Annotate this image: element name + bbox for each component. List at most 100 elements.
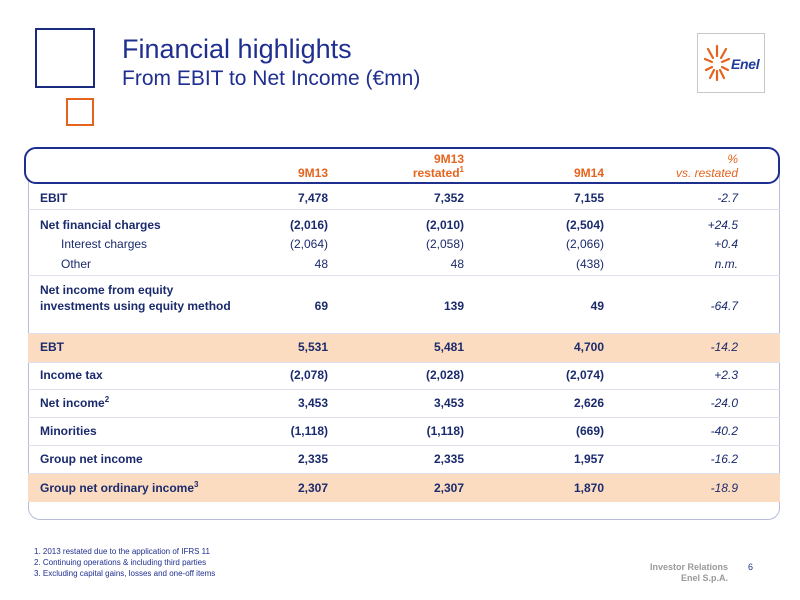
- cell-9m13: (2,064): [289, 237, 328, 251]
- row-label: Net income from equity investments using…: [40, 283, 231, 313]
- footer-company: Enel S.p.A.: [680, 573, 728, 583]
- cell-pct: -16.2: [710, 452, 738, 466]
- cell-9m14: 4,700: [573, 340, 604, 354]
- row-divider: [28, 389, 780, 390]
- cell-pct: -18.9: [710, 481, 738, 495]
- row-divider: [28, 417, 780, 418]
- footnote-ref-3: 3: [194, 480, 199, 489]
- cell-pct: -40.2: [710, 424, 738, 438]
- table-row-income-tax: Income tax (2,078) (2,028) (2,074) +2.3: [0, 367, 800, 383]
- cell-9m13-restated: 2,335: [433, 452, 464, 466]
- column-header-9m13-restated-line2: restated1: [412, 165, 464, 181]
- cell-9m13-restated: 5,481: [433, 340, 464, 354]
- table-row-group-net-ordinary-income: Group net ordinary income3 2,307 2,307 1…: [0, 480, 800, 496]
- row-divider: [28, 445, 780, 446]
- cell-9m13: 7,478: [297, 191, 328, 205]
- logo-text: Enel: [731, 56, 760, 72]
- cell-9m14: 7,155: [573, 191, 604, 205]
- row-label: Net income2: [40, 395, 109, 411]
- cell-pct: -14.2: [710, 340, 738, 354]
- row-divider: [28, 275, 780, 276]
- decorative-blue-square: [35, 28, 95, 88]
- page-number: 6: [748, 562, 754, 572]
- cell-9m13-restated: 139: [443, 299, 464, 313]
- cell-9m14: (669): [575, 424, 604, 438]
- highlight-band-ebt: [28, 333, 780, 362]
- highlight-band-group-net-ordinary: [28, 473, 780, 502]
- page-title: Financial highlights: [122, 34, 352, 64]
- cell-9m13-restated: 7,352: [433, 191, 464, 205]
- decorative-orange-square: [66, 98, 94, 126]
- cell-9m13: (1,118): [290, 424, 328, 438]
- cell-9m14: 1,870: [573, 481, 604, 495]
- cell-pct: -24.0: [710, 396, 738, 410]
- row-divider: [28, 362, 780, 363]
- cell-9m13-restated: (1,118): [426, 424, 464, 438]
- restated-text: restated: [412, 166, 460, 180]
- cell-9m13: (2,078): [289, 368, 328, 382]
- row-label: EBIT: [40, 191, 68, 205]
- cell-9m13: 5,531: [297, 340, 328, 354]
- row-label: Interest charges: [61, 237, 148, 251]
- table-row-minorities: Minorities (1,118) (1,118) (669) -40.2: [0, 423, 800, 439]
- footer-department: Investor Relations: [649, 562, 728, 572]
- row-label: Net financial charges: [40, 218, 161, 232]
- footnotes: 1. 2013 restated due to the application …: [34, 546, 215, 579]
- cell-9m13-restated: (2,058): [425, 237, 464, 251]
- row-label: EBT: [40, 340, 64, 354]
- table-row-equity-investments: Net income from equity investments using…: [0, 282, 800, 330]
- cell-9m13: 2,307: [297, 481, 328, 495]
- table-row-net-financial-charges: Net financial charges (2,016) (2,010) (2…: [0, 217, 800, 233]
- cell-9m13: 69: [314, 299, 328, 313]
- row-divider: [28, 333, 780, 334]
- footnote-ref-2: 2: [104, 395, 110, 404]
- cell-pct: +0.4: [714, 237, 738, 251]
- cell-9m13: (2,016): [289, 218, 328, 232]
- column-header-9m13-restated-line1: 9M13: [433, 152, 464, 166]
- cell-9m14: (2,074): [565, 368, 604, 382]
- footnote-ref-1: 1: [459, 165, 464, 174]
- cell-9m14: (2,066): [565, 237, 604, 251]
- cell-9m14: (2,504): [565, 218, 604, 232]
- row-label-text: Net income: [40, 396, 105, 410]
- cell-pct: -2.7: [717, 191, 738, 205]
- column-header-9m14: 9M14: [573, 166, 604, 180]
- footnote-1: 1. 2013 restated due to the application …: [34, 547, 210, 556]
- footnote-3: 3. Excluding capital gains, losses and o…: [34, 569, 216, 578]
- column-header-pct-line2: vs. restated: [675, 166, 738, 180]
- row-label: Minorities: [40, 424, 97, 438]
- enel-flame-icon: [703, 44, 731, 82]
- row-label: Income tax: [40, 368, 103, 382]
- column-header-pct-line1: %: [727, 152, 738, 166]
- cell-9m13: 3,453: [297, 396, 328, 410]
- row-label: Other: [61, 257, 92, 271]
- row-divider: [28, 209, 780, 210]
- table-row-other: Other 48 48 (438) n.m.: [0, 256, 800, 272]
- cell-9m13-restated: 2,307: [433, 481, 464, 495]
- cell-pct: +2.3: [714, 368, 738, 382]
- cell-9m13-restated: (2,028): [425, 368, 464, 382]
- row-label: Group net ordinary income3: [40, 480, 198, 496]
- column-header-9m13: 9M13: [297, 166, 328, 180]
- footer-branding: Investor Relations Enel S.p.A.: [650, 562, 728, 584]
- row-label: Group net income: [40, 452, 143, 466]
- row-label-text: Group net ordinary income: [40, 481, 195, 495]
- row-divider: [28, 473, 780, 474]
- table-row-net-income: Net income2 3,453 3,453 2,626 -24.0: [0, 395, 800, 411]
- cell-9m13: 2,335: [297, 452, 328, 466]
- page-subtitle: From EBIT to Net Income (€mn): [122, 67, 421, 90]
- cell-pct: +24.5: [707, 218, 738, 232]
- cell-9m14: 1,957: [573, 452, 604, 466]
- enel-logo: Enel: [697, 33, 765, 93]
- cell-pct: n.m.: [714, 257, 738, 271]
- footnote-2: 2. Continuing operations & including thi…: [34, 558, 207, 567]
- table-row-interest-charges: Interest charges (2,064) (2,058) (2,066)…: [0, 236, 800, 252]
- table-row-group-net-income: Group net income 2,335 2,335 1,957 -16.2: [0, 451, 800, 467]
- cell-9m13: 48: [314, 257, 328, 271]
- table-row-ebt: EBT 5,531 5,481 4,700 -14.2: [0, 339, 800, 355]
- table-row-ebit: EBIT 7,478 7,352 7,155 -2.7: [0, 190, 800, 206]
- cell-9m14: (438): [575, 257, 604, 271]
- cell-9m13-restated: 3,453: [433, 396, 464, 410]
- cell-9m13-restated: (2,010): [425, 218, 464, 232]
- cell-9m14: 2,626: [573, 396, 604, 410]
